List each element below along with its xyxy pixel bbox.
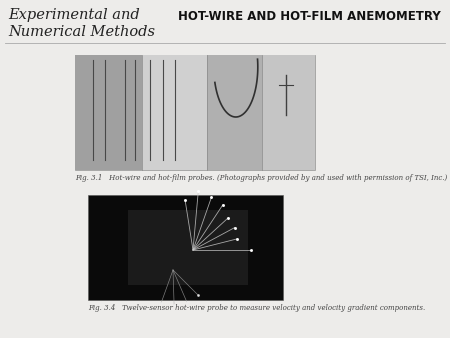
Bar bbox=[128, 210, 248, 285]
Text: Fig. 3.1   Hot-wire and hot-film probes. (Photographs provided by and used with : Fig. 3.1 Hot-wire and hot-film probes. (… bbox=[75, 174, 447, 182]
Bar bbox=[75, 55, 142, 170]
Bar bbox=[88, 195, 283, 300]
Bar bbox=[142, 55, 207, 170]
Text: Experimental and
Numerical Methods: Experimental and Numerical Methods bbox=[8, 8, 155, 39]
Bar bbox=[207, 55, 262, 170]
Bar bbox=[75, 55, 315, 170]
Text: Fig. 3.4   Twelve-sensor hot-wire probe to measure velocity and velocity gradien: Fig. 3.4 Twelve-sensor hot-wire probe to… bbox=[88, 304, 425, 312]
Text: HOT-WIRE AND HOT-FILM ANEMOMETRY: HOT-WIRE AND HOT-FILM ANEMOMETRY bbox=[178, 10, 441, 23]
Bar bbox=[262, 55, 315, 170]
